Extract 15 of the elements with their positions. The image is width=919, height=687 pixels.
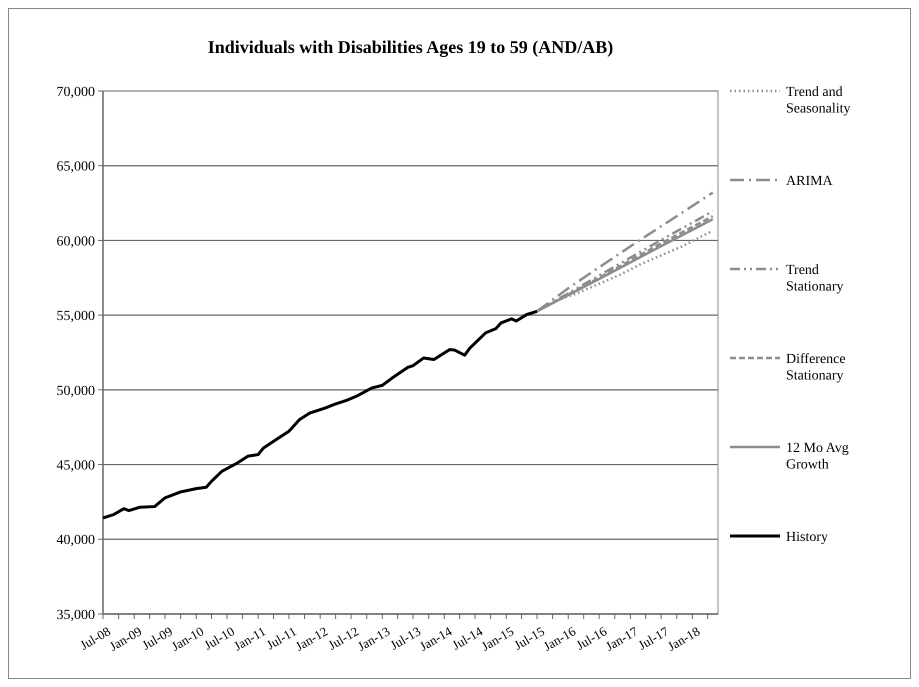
- legend-label: Trend and Seasonality: [786, 84, 851, 117]
- y-tick-label: 60,000: [56, 234, 95, 250]
- y-tick-label: 55,000: [56, 309, 95, 324]
- y-tick-label: 70,000: [56, 84, 95, 100]
- y-tick-label: 40,000: [56, 533, 95, 548]
- legend-label: Difference Stationary: [786, 352, 846, 384]
- legend-label: 12 Mo Avg Growth: [786, 440, 849, 473]
- legend-label: ARIMA: [786, 174, 834, 189]
- chart-title: Individuals with Disabilities Ages 19 to 59 (AND/AB): [208, 37, 614, 57]
- y-tick-label: 35,000: [56, 608, 95, 623]
- legend-label: History: [786, 530, 828, 545]
- y-tick-label: 50,000: [56, 384, 95, 399]
- y-tick-label: 65,000: [56, 160, 95, 175]
- legend-label: Trend Stationary: [786, 262, 844, 295]
- y-tick-label: 45,000: [56, 458, 95, 474]
